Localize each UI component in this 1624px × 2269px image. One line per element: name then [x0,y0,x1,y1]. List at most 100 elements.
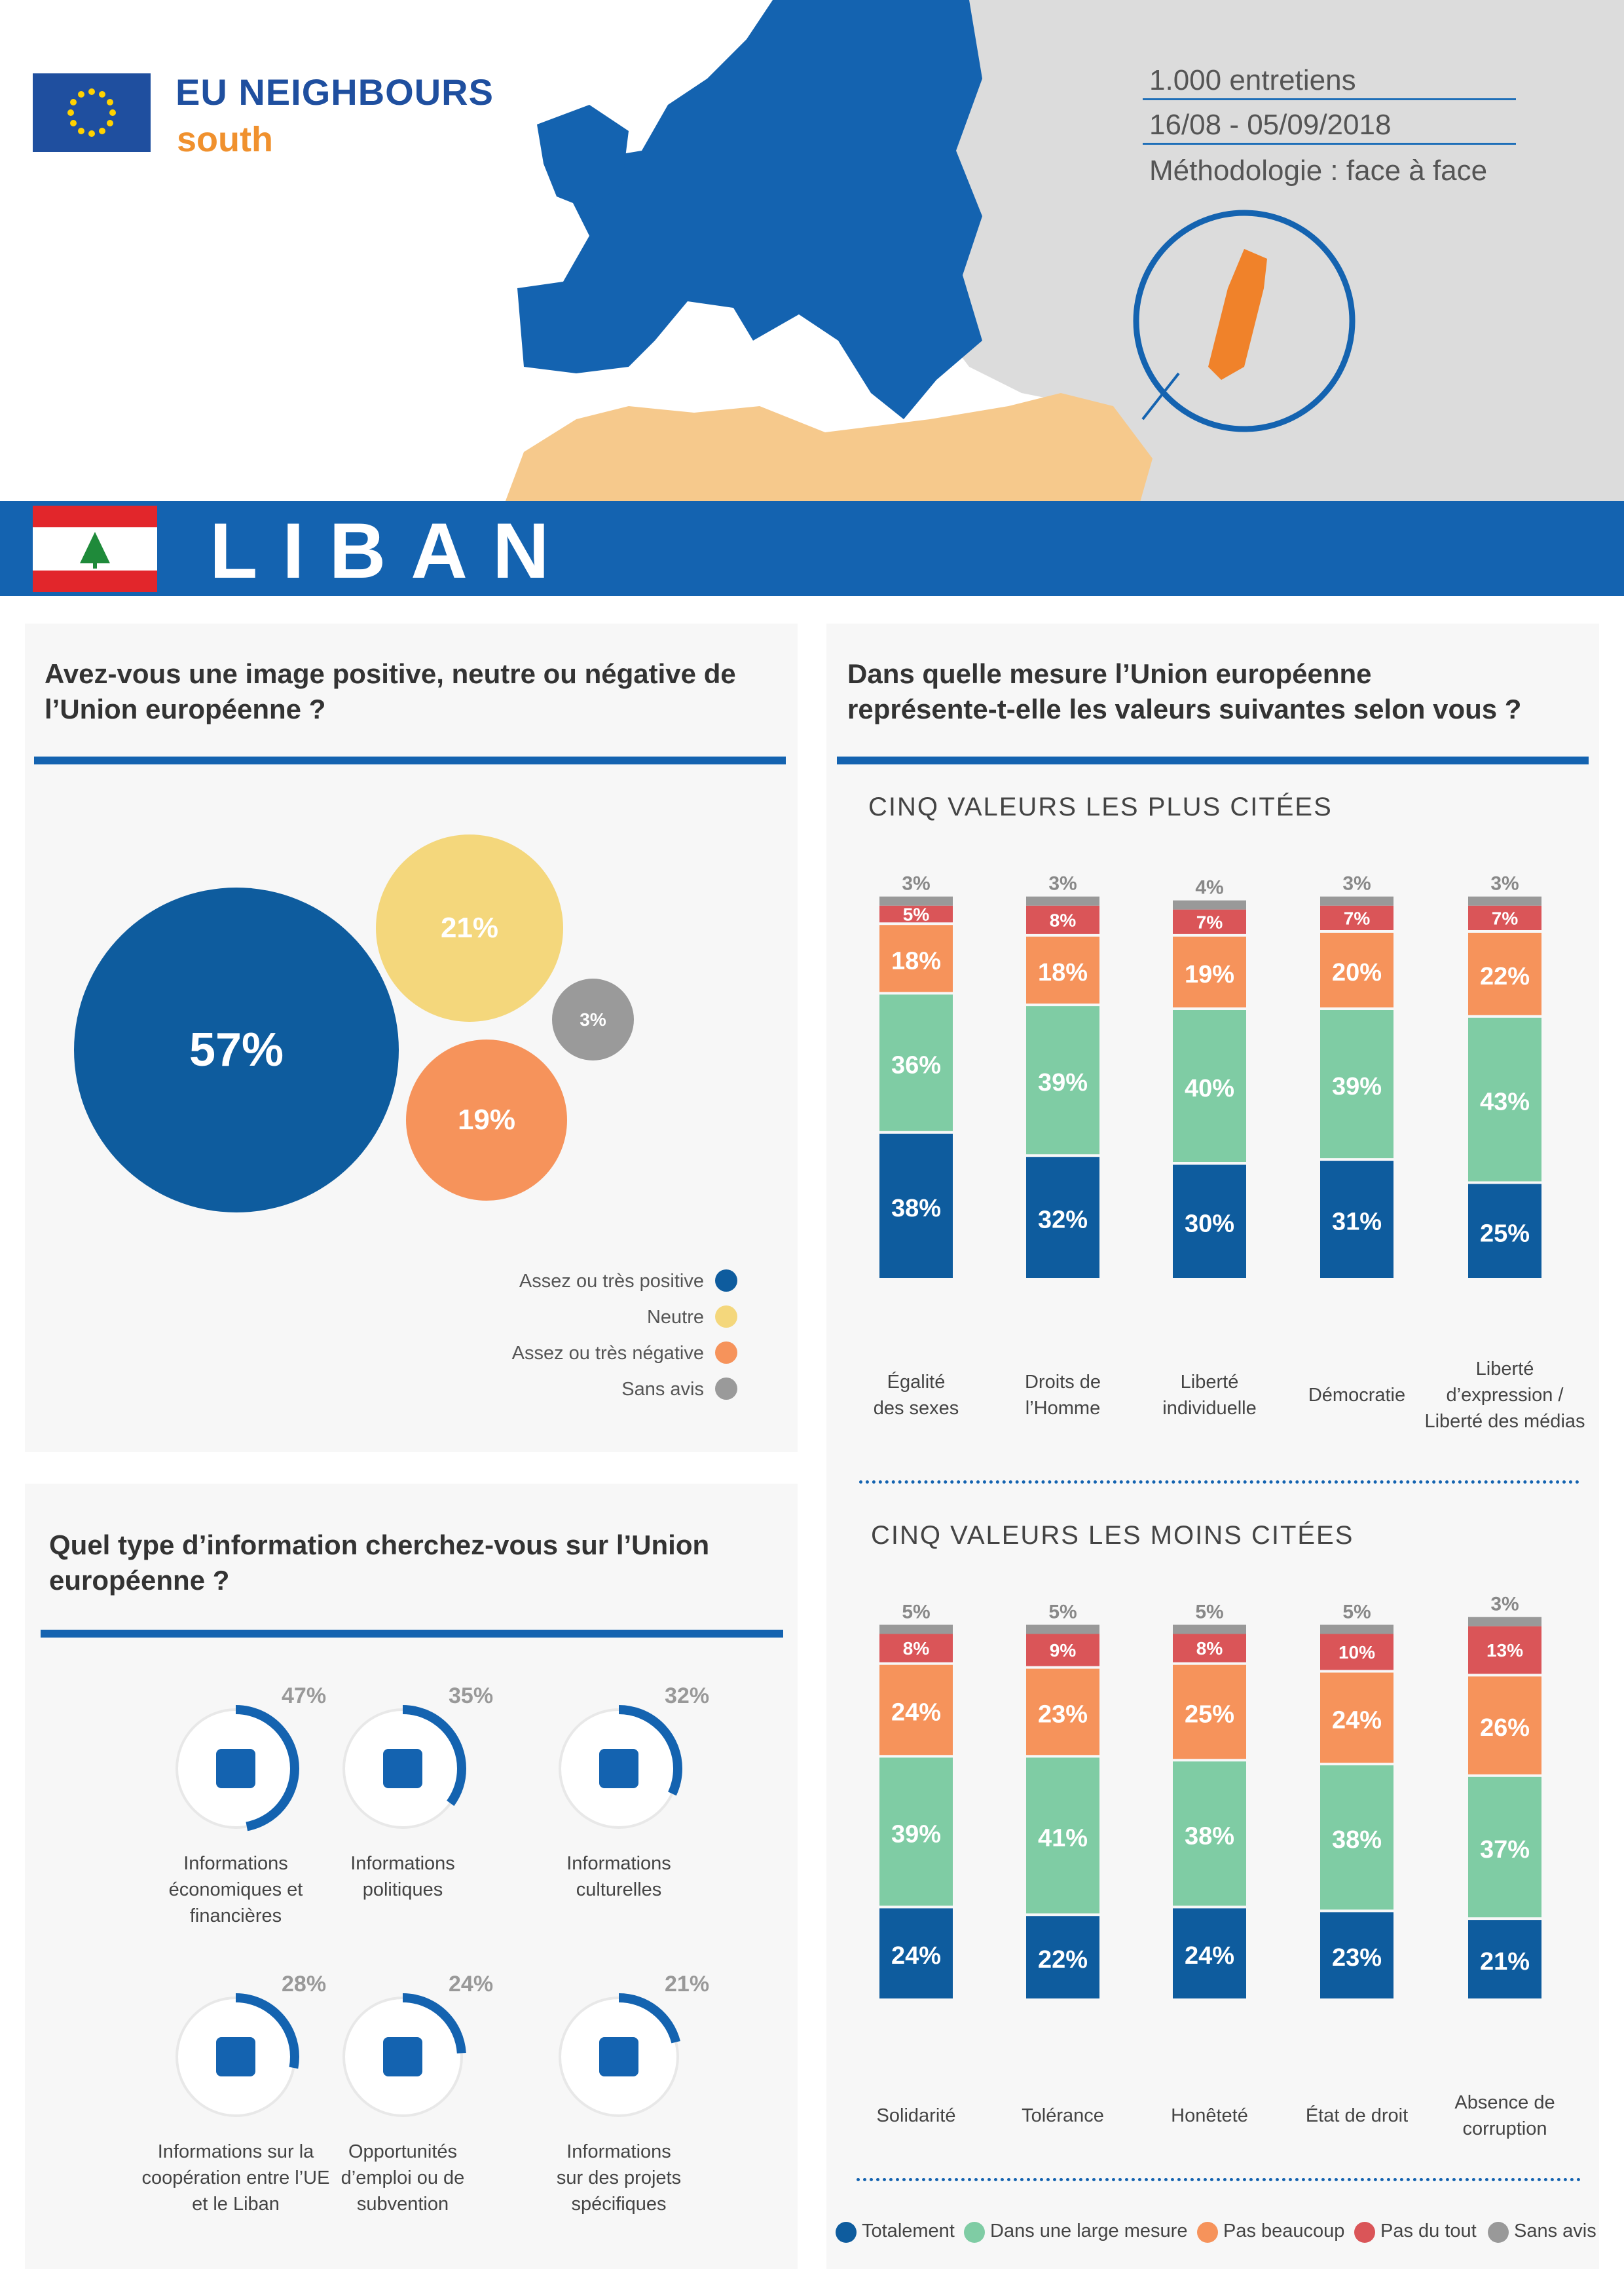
bar-segment-sans-avis [879,896,953,906]
value-label: Démocratie [1275,1382,1439,1408]
bar-segment-peu [1173,936,1246,1007]
info-donut [172,1993,299,2120]
info-label: Opportunités d’emploi ou de subvention [295,2139,511,2217]
info-donut [555,1993,682,2120]
legend-large: Dans une large mesure [990,2221,1188,2241]
bar-label-pas: 7% [1492,908,1519,928]
bar-segment-pas [1173,1634,1246,1662]
bar-segment-peu [1026,936,1099,1004]
bar-segment-pas [1468,1626,1541,1674]
bar-label-pas: 9% [1050,1640,1077,1660]
value-label-line: Absence de [1454,2092,1555,2113]
dotted-divider [857,2178,1581,2181]
bar-segment-peu [1320,933,1393,1007]
donut-arc [339,1993,466,2120]
legend-dot-pas [1354,2222,1375,2243]
bar-segment-pas [1320,905,1393,930]
brand-title: EU NEIGHBOURS [175,71,494,113]
bar-segment-totalement [1173,1908,1246,1998]
chart-icon [216,1749,255,1788]
bubble-positive: 57% [74,888,399,1212]
value-label: Liberté individuelle [1128,1369,1291,1421]
header-map: EU NEIGHBOURS south 1.000 entretiens 16/… [0,0,1624,504]
legend-dot-peu [1197,2222,1218,2243]
value-label-line: Solidarité [876,2105,956,2126]
bar-segment-large [1026,1757,1099,1914]
bar-segment-totalement [1320,1912,1393,1998]
bar-segment-totalement [1026,1916,1099,1998]
info-percent: 24% [449,1972,494,1997]
bar-segment-peu [879,925,953,992]
value-label-line: Liberté des médias [1424,1411,1585,1432]
bar-label-large: 39% [891,1820,941,1848]
bar-label-large: 41% [1038,1824,1088,1852]
brand-subtitle: south [177,120,273,159]
bar-label-large: 40% [1185,1075,1234,1102]
bottom-values-title: CINQ VALEURS LES MOINS CITÉES [871,1521,1354,1550]
bar-segment-large [1468,1776,1541,1918]
eu-flag-icon [33,73,151,152]
info-label-line: spécifiques [571,2194,667,2215]
info-percent: 35% [449,1683,494,1708]
info-label: Informations culturelles [511,1850,727,1903]
legend-negative: Assez ou très négative [511,1343,704,1364]
bar-label-large: 38% [1332,1826,1382,1854]
bar-segment-peu [1468,1676,1541,1774]
bar-label-sans-avis: 5% [1048,1602,1077,1623]
info-percent: 28% [282,1972,327,1997]
bar-label-totalement: 32% [1038,1207,1088,1234]
bar-label-sans-avis: 3% [1490,1594,1519,1615]
bar-label-large: 39% [1332,1073,1382,1100]
bar-label-pas: 5% [903,904,930,924]
value-label: Liberté d’expression / Liberté des médias [1423,1356,1587,1435]
legend-neutre: Neutre [646,1307,704,1328]
q2-title: Dans quelle mesure l’Union européenne re… [847,656,1581,727]
bar-segment-pas [1173,909,1246,934]
info-label-line: culturelles [576,1879,662,1900]
bubble-neutre: 21% [376,834,563,1022]
bar-label-pas: 13% [1486,1640,1523,1660]
bar-label-totalement: 31% [1332,1209,1382,1236]
bubble-sans-avis: 3% [552,979,634,1060]
donut-arc [555,1705,682,1832]
bar-label-sans-avis: 3% [902,873,930,895]
info-label-line: subvention [356,2194,449,2215]
bar-segment-pas [879,905,953,923]
value-label-line: Honêteté [1171,2105,1248,2126]
value-label-line: Droits de [1024,1372,1101,1393]
donut-arc [172,1705,299,1832]
bar-label-peu: 18% [1038,959,1088,986]
legend-positive: Assez ou très positive [519,1271,704,1292]
legend-sans-avis: Sans avis [621,1379,704,1400]
legend-dot-neutre [715,1305,737,1328]
donut-arc [339,1705,466,1832]
bar-label-large: 43% [1480,1089,1530,1116]
legend-pas: Pas du tout [1380,2221,1477,2241]
bar-label-sans-avis: 5% [1195,1602,1223,1623]
info-label: Informations sur des projets spécifiques [511,2139,727,2217]
lebanon-flag-icon [33,506,157,592]
info-label-line: Informations sur la [157,2141,314,2162]
info-label-line: Informations [183,1853,288,1874]
handshake-icon [216,2037,255,2076]
bar-segment-totalement [879,1133,953,1278]
bar-segment-pas [1468,905,1541,930]
info-donut [172,1705,299,1832]
legend-totalement: Totalement [862,2221,955,2241]
bar-segment-peu [1468,933,1541,1015]
legend-dot-positive [715,1269,737,1292]
bottom-values-chart: 24% 39% 24% 8% 5% 22% 41% 23% 9% 5% 24% 38% 25% 8% 5% 2… [879,1594,1541,1998]
info-percent: 47% [282,1683,327,1708]
bar-label-sans-avis: 3% [1342,873,1371,895]
info-percent: 21% [665,1972,710,1997]
bar-segment-pas [879,1634,953,1662]
info-label-line: Informations [566,1853,671,1874]
info-label-line: coopération entre l’UE [141,2167,330,2188]
value-label: Droits de l’Homme [981,1369,1145,1421]
meta-divider [1143,143,1516,145]
bar-segment-large [1468,1017,1541,1182]
bar-label-pas: 7% [1344,908,1371,928]
value-label-line: Tolérance [1022,2105,1104,2126]
value-label-line: d’expression / [1446,1385,1564,1406]
value-label-line: Démocratie [1308,1385,1406,1406]
